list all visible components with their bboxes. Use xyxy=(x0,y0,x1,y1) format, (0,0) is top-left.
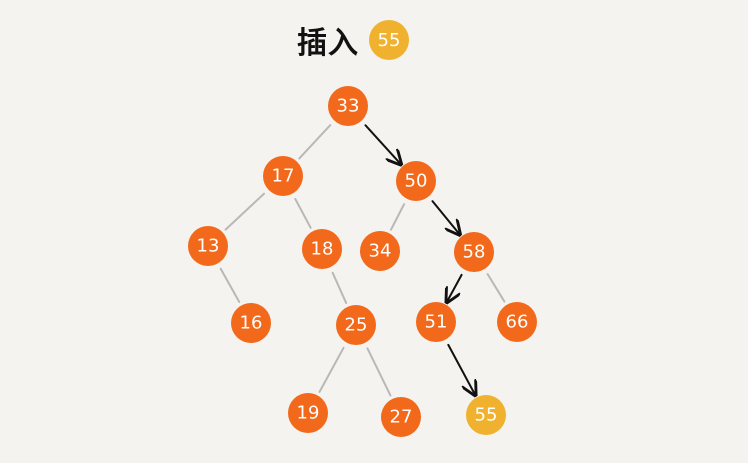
node-circle xyxy=(336,305,376,345)
tree-node-58: 58 xyxy=(454,232,494,272)
tree-node-55: 55 xyxy=(466,395,506,435)
node-circle xyxy=(328,86,368,126)
node-label: 58 xyxy=(463,242,486,263)
node-circle xyxy=(231,303,271,343)
node-label: 25 xyxy=(345,315,368,336)
tree-edge-17-13 xyxy=(224,192,265,231)
title-node-55: 55 xyxy=(369,20,409,60)
tree-node-34: 34 xyxy=(360,231,400,271)
node-label: 17 xyxy=(272,166,295,187)
tree-edge-13-16 xyxy=(219,267,241,304)
node-circle xyxy=(416,302,456,342)
tree-node-66: 66 xyxy=(497,302,537,342)
tree-edge-58-66 xyxy=(486,273,506,303)
node-circle xyxy=(497,302,537,342)
tree-edge-25-19 xyxy=(318,346,345,393)
tree-edge-25-27 xyxy=(366,347,392,397)
tree-node-25: 25 xyxy=(336,305,376,345)
tree-edge-50-34 xyxy=(389,203,406,231)
node-circle xyxy=(288,393,328,433)
node-label: 33 xyxy=(337,96,360,117)
tree-node-50: 50 xyxy=(396,161,436,201)
node-label: 34 xyxy=(369,241,392,262)
tree-node-33: 33 xyxy=(328,86,368,126)
node-circle xyxy=(466,395,506,435)
node-label: 19 xyxy=(297,403,320,424)
node-label: 13 xyxy=(197,236,220,257)
node-circle xyxy=(188,226,228,266)
edges-layer xyxy=(219,124,506,397)
tree-node-19: 19 xyxy=(288,393,328,433)
node-circle xyxy=(263,156,303,196)
search-path-arrow-50-58 xyxy=(431,200,458,233)
node-label: 51 xyxy=(425,312,448,333)
node-label: 50 xyxy=(405,171,428,192)
search-path-arrow-58-51 xyxy=(447,273,463,301)
node-circle xyxy=(302,229,342,269)
tree-edge-17-18 xyxy=(294,197,312,229)
tree-node-27: 27 xyxy=(381,397,421,437)
node-label: 16 xyxy=(240,313,263,334)
search-path-arrow-33-50 xyxy=(364,124,399,163)
node-circle xyxy=(360,231,400,271)
tree-node-13: 13 xyxy=(188,226,228,266)
tree-node-18: 18 xyxy=(302,229,342,269)
node-circle xyxy=(381,397,421,437)
tree-node-51: 51 xyxy=(416,302,456,342)
nodes-layer: 33 17 50 13 18 34 58 16 25 51 66 19 27 55 xyxy=(188,86,537,437)
title-node-value: 55 xyxy=(377,29,401,51)
tree-node-17: 17 xyxy=(263,156,303,196)
node-label: 66 xyxy=(506,312,529,333)
node-label: 55 xyxy=(475,405,498,426)
tree-edge-33-17 xyxy=(298,124,332,160)
tree-edge-18-25 xyxy=(331,271,348,305)
title-row: 插入 55 xyxy=(297,18,409,62)
node-label: 18 xyxy=(311,239,334,260)
tree-node-16: 16 xyxy=(231,303,271,343)
search-path-arrow-51-55 xyxy=(447,343,474,394)
node-circle xyxy=(454,232,494,272)
title-label: 插入 xyxy=(297,26,359,61)
node-circle xyxy=(396,161,436,201)
node-label: 27 xyxy=(390,407,413,428)
